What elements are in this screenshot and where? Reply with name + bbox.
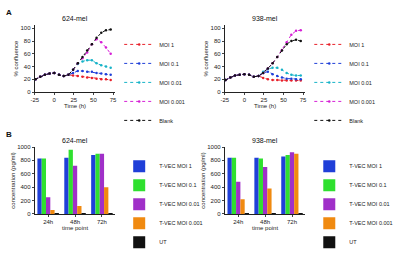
svg-text:0: 0 [27, 211, 31, 217]
svg-text:T-VEC MOI 1: T-VEC MOI 1 [349, 163, 382, 169]
svg-text:MOI 0.001: MOI 0.001 [159, 99, 185, 105]
svg-text:624-mel: 624-mel [62, 15, 88, 22]
svg-text:40: 40 [24, 64, 31, 70]
svg-text:938-mel: 938-mel [252, 137, 278, 144]
svg-text:800: 800 [21, 157, 32, 163]
svg-text:48h: 48h [260, 219, 270, 225]
svg-text:72h: 72h [287, 219, 297, 225]
svg-text:MOI 0.1: MOI 0.1 [159, 61, 179, 67]
svg-text:938-mel: 938-mel [252, 15, 278, 22]
svg-text:0: 0 [53, 97, 57, 103]
svg-text:concentration (pg/ml): concentration (pg/ml) [200, 152, 206, 208]
svg-text:MOI 0.01: MOI 0.01 [159, 80, 182, 86]
svg-text:50: 50 [90, 97, 97, 103]
svg-text:75: 75 [110, 97, 117, 103]
svg-text:Blank: Blank [349, 118, 363, 124]
svg-text:60: 60 [214, 51, 221, 57]
svg-text:48h: 48h [70, 219, 80, 225]
svg-text:B: B [6, 130, 12, 139]
svg-text:24h: 24h [233, 219, 243, 225]
svg-text:25: 25 [261, 97, 268, 103]
svg-text:time point: time point [62, 225, 88, 231]
svg-text:600: 600 [211, 171, 222, 177]
svg-text:MOI 1: MOI 1 [349, 42, 364, 48]
svg-text:80: 80 [214, 38, 221, 44]
svg-text:-25: -25 [220, 97, 229, 103]
svg-text:25: 25 [71, 97, 78, 103]
svg-text:24h: 24h [43, 219, 53, 225]
svg-text:T-VEC MOI 0.01: T-VEC MOI 0.01 [159, 201, 199, 207]
svg-text:80: 80 [24, 38, 31, 44]
svg-text:MOI 0.01: MOI 0.01 [349, 80, 372, 86]
svg-text:400: 400 [21, 184, 32, 190]
svg-text:20: 20 [214, 76, 221, 82]
svg-text:T-VEC MOI 0.001: T-VEC MOI 0.001 [349, 220, 392, 226]
svg-text:UT: UT [159, 239, 167, 245]
svg-text:A: A [6, 8, 12, 17]
svg-text:% confluence: % confluence [13, 40, 19, 77]
svg-text:50: 50 [280, 97, 287, 103]
svg-text:0: 0 [27, 89, 31, 95]
svg-text:Blank: Blank [159, 118, 173, 124]
svg-text:1000: 1000 [17, 144, 31, 150]
svg-text:Time (h): Time (h) [64, 103, 86, 109]
svg-text:T-VEC MOI 0.001: T-VEC MOI 0.001 [159, 220, 202, 226]
svg-text:MOI 0.1: MOI 0.1 [349, 61, 369, 67]
svg-text:MOI 0.001: MOI 0.001 [349, 99, 375, 105]
svg-text:0: 0 [217, 211, 221, 217]
svg-text:100: 100 [211, 25, 222, 31]
svg-text:T-VEC MOI 0.1: T-VEC MOI 0.1 [159, 182, 196, 188]
svg-text:40: 40 [214, 64, 221, 70]
svg-text:UT: UT [349, 239, 357, 245]
svg-text:-25: -25 [30, 97, 39, 103]
svg-text:600: 600 [21, 171, 32, 177]
svg-text:Time (h): Time (h) [254, 103, 276, 109]
svg-text:200: 200 [21, 198, 32, 204]
svg-text:% confluence: % confluence [203, 40, 209, 77]
svg-text:0: 0 [243, 97, 247, 103]
svg-text:200: 200 [211, 198, 222, 204]
svg-text:concentration (pg/ml): concentration (pg/ml) [10, 152, 16, 208]
svg-text:T-VEC MOI 1: T-VEC MOI 1 [159, 163, 192, 169]
svg-text:400: 400 [211, 184, 222, 190]
svg-text:T-VEC MOI 0.01: T-VEC MOI 0.01 [349, 201, 389, 207]
svg-text:60: 60 [24, 51, 31, 57]
svg-text:800: 800 [211, 157, 222, 163]
svg-text:624-mel: 624-mel [62, 137, 88, 144]
svg-text:time point: time point [252, 225, 278, 231]
svg-text:0: 0 [217, 89, 221, 95]
svg-text:100: 100 [21, 25, 32, 31]
svg-text:T-VEC MOI 0.1: T-VEC MOI 0.1 [349, 182, 386, 188]
svg-text:20: 20 [24, 76, 31, 82]
svg-text:75: 75 [300, 97, 307, 103]
svg-text:MOI 1: MOI 1 [159, 42, 174, 48]
svg-text:72h: 72h [97, 219, 107, 225]
svg-text:1000: 1000 [207, 144, 221, 150]
